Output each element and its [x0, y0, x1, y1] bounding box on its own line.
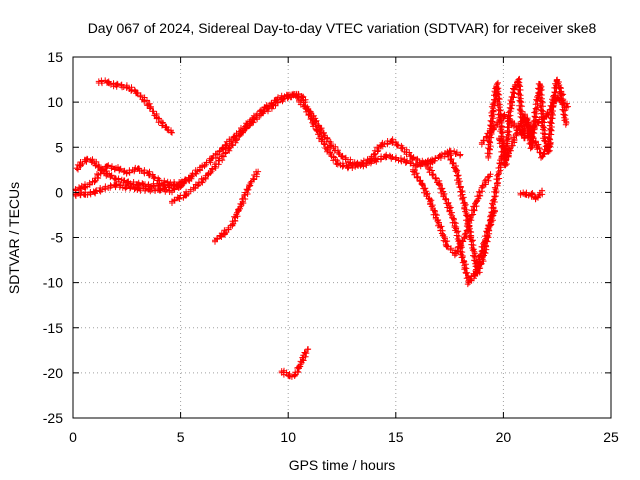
series-markers [169, 90, 307, 206]
series-arc-b [72, 162, 195, 194]
y-tick-label: 15 [47, 49, 63, 65]
y-tick-label: 0 [55, 184, 63, 200]
series-markers [496, 111, 554, 161]
data-points [72, 75, 571, 380]
y-tick-label: 10 [47, 94, 63, 110]
series-markers [444, 144, 507, 277]
y-axis-label: SDTVAR / TECUs [6, 182, 22, 294]
series-markers [95, 77, 175, 136]
series-arc-o [478, 93, 571, 148]
series-arc-q [517, 187, 546, 203]
x-tick-label: 0 [69, 429, 77, 445]
series-arc-c [72, 181, 173, 199]
series-markers [72, 181, 173, 199]
series-markers [212, 168, 262, 245]
y-tick-label: -15 [43, 320, 63, 336]
series-markers [72, 162, 195, 194]
y-tick-label: -25 [43, 410, 63, 426]
y-tick-label: -20 [43, 365, 63, 381]
y-tick-label: 5 [55, 139, 63, 155]
x-tick-label: 10 [280, 429, 296, 445]
series-arc-h [278, 346, 312, 380]
y-tick-label: -5 [51, 230, 64, 246]
x-tick-label: 15 [388, 429, 404, 445]
chart-title: Day 067 of 2024, Sidereal Day-to-day VTE… [88, 20, 597, 36]
series-arc-e [169, 91, 309, 196]
x-axis-label: GPS time / hours [289, 457, 396, 473]
series-arc-p [496, 111, 554, 161]
series-arc-d [95, 77, 175, 136]
series-markers [517, 187, 546, 203]
series-markers [278, 346, 312, 380]
axis-ticks: 0 5 10 15 20 25 -25 -20 -15 -10 -5 0 5 10 15 [43, 49, 619, 445]
series-markers [478, 93, 571, 148]
series-arc-f [169, 90, 307, 206]
x-tick-label: 25 [603, 429, 619, 445]
series-markers [169, 91, 309, 196]
x-tick-label: 20 [496, 429, 512, 445]
x-tick-label: 5 [177, 429, 185, 445]
series-arc-j [302, 103, 438, 172]
series-arc-g [212, 168, 262, 245]
series-markers [302, 103, 438, 172]
y-tick-label: -10 [43, 275, 63, 291]
series-arc-m [444, 144, 507, 277]
